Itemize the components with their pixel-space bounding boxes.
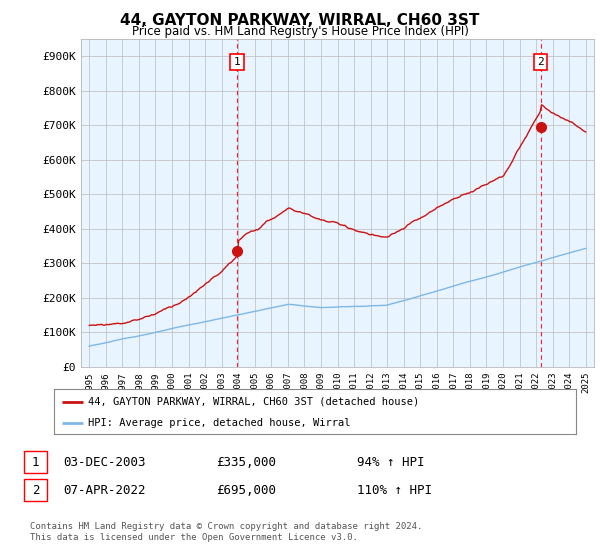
Text: £335,000: £335,000 xyxy=(216,455,276,469)
Text: 07-APR-2022: 07-APR-2022 xyxy=(63,483,146,497)
Text: 2: 2 xyxy=(32,483,39,497)
Text: HPI: Average price, detached house, Wirral: HPI: Average price, detached house, Wirr… xyxy=(88,418,350,428)
Text: 1: 1 xyxy=(233,57,240,67)
Text: 44, GAYTON PARKWAY, WIRRAL, CH60 3ST (detached house): 44, GAYTON PARKWAY, WIRRAL, CH60 3ST (de… xyxy=(88,396,419,407)
Text: 2: 2 xyxy=(537,57,544,67)
Text: Contains HM Land Registry data © Crown copyright and database right 2024.: Contains HM Land Registry data © Crown c… xyxy=(30,522,422,531)
Text: Price paid vs. HM Land Registry's House Price Index (HPI): Price paid vs. HM Land Registry's House … xyxy=(131,25,469,38)
Text: This data is licensed under the Open Government Licence v3.0.: This data is licensed under the Open Gov… xyxy=(30,533,358,542)
Text: 110% ↑ HPI: 110% ↑ HPI xyxy=(357,483,432,497)
Text: 03-DEC-2003: 03-DEC-2003 xyxy=(63,455,146,469)
Text: 1: 1 xyxy=(32,455,39,469)
Text: 44, GAYTON PARKWAY, WIRRAL, CH60 3ST: 44, GAYTON PARKWAY, WIRRAL, CH60 3ST xyxy=(121,13,479,28)
Text: £695,000: £695,000 xyxy=(216,483,276,497)
Text: 94% ↑ HPI: 94% ↑ HPI xyxy=(357,455,425,469)
